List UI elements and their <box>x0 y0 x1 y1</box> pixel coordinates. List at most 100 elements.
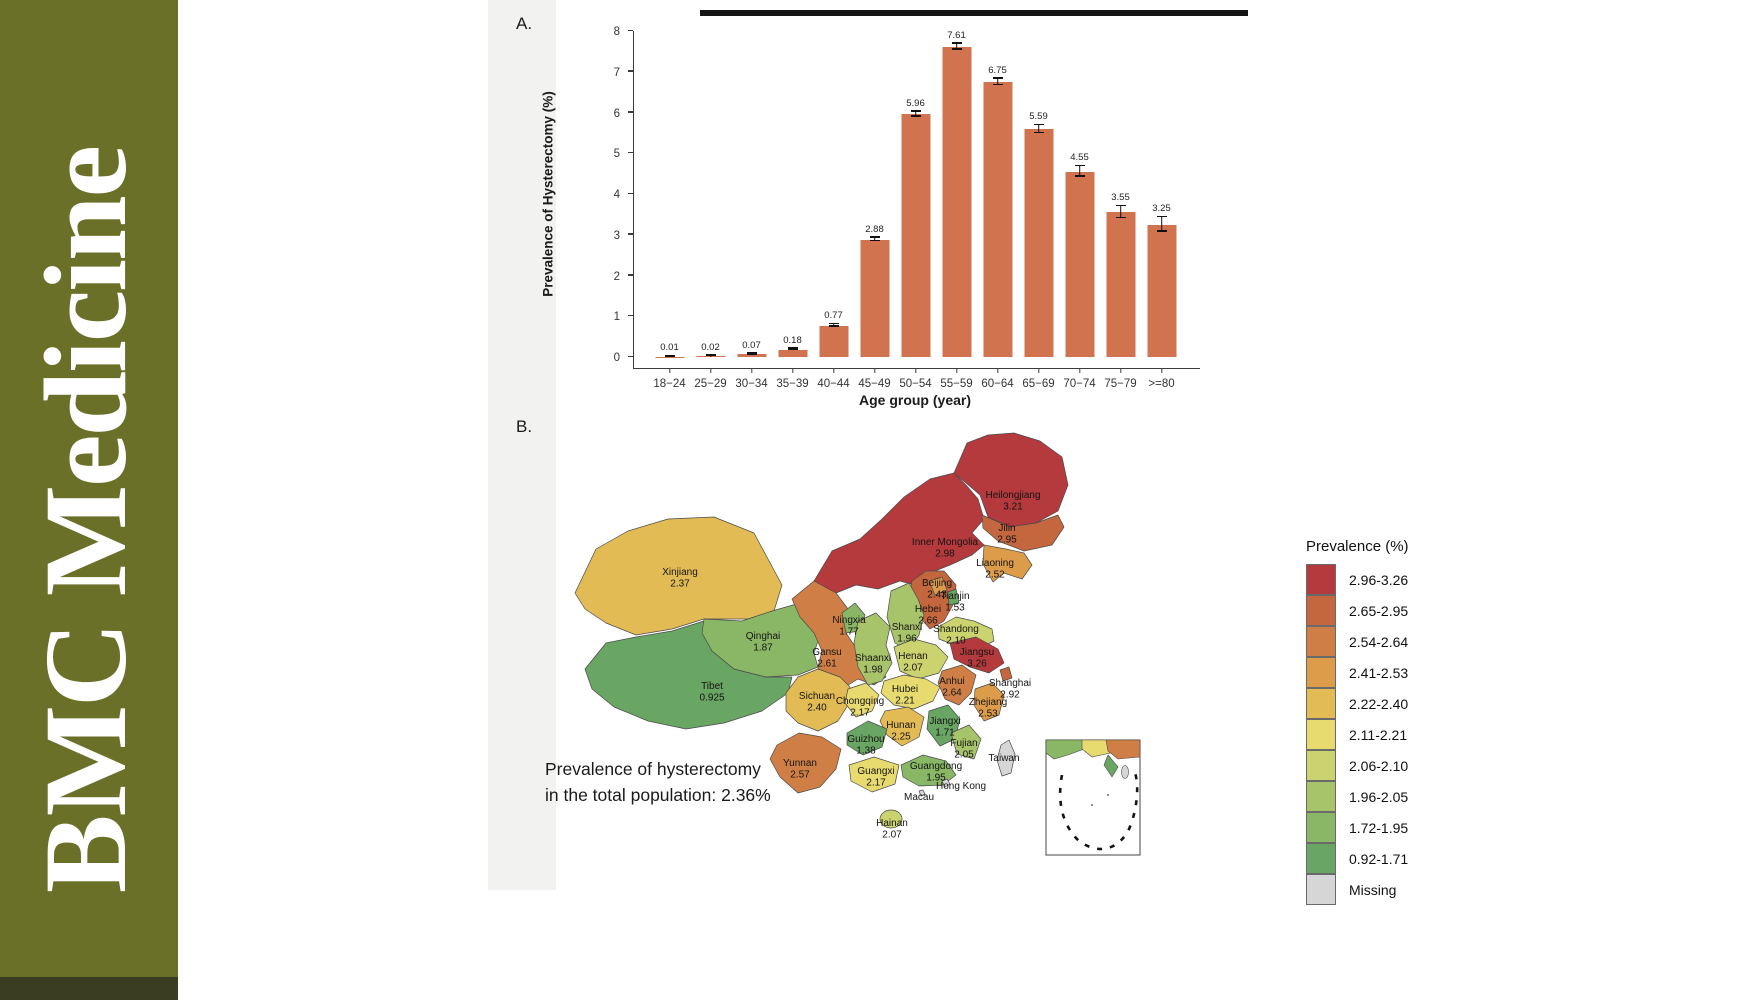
error-bar <box>1119 206 1122 219</box>
error-cap <box>746 352 757 354</box>
province-value-label: 1.95 <box>926 773 946 784</box>
legend-bin-label: 2.96-3.26 <box>1349 571 1409 588</box>
x-tick-label: 70−74 <box>1063 378 1096 390</box>
bar-value-label: 7.61 <box>947 30 966 42</box>
province-fujian <box>950 724 982 760</box>
province-value-label: 2.64 <box>942 688 962 699</box>
y-tick-label: 5 <box>613 148 620 161</box>
x-tick-mark <box>832 368 835 373</box>
province-value-label: 2.92 <box>1000 690 1020 701</box>
note-line-1: Prevalence of hysterectomy <box>545 759 761 779</box>
y-axis: 0 1 2 3 4 5 6 7 8 <box>582 26 633 364</box>
bar <box>1065 171 1094 357</box>
bar-value-label: 0.18 <box>783 334 802 346</box>
error-cap <box>1074 164 1085 167</box>
region-taiwan <box>996 739 1016 777</box>
province-name-label: Hubei <box>892 684 918 695</box>
province-anhui <box>937 664 977 706</box>
legend-bin-label: 0.92-1.71 <box>1349 850 1409 867</box>
province-shanghai <box>999 666 1013 682</box>
bar-value-label: 6.75 <box>988 64 1007 76</box>
bar <box>1106 212 1135 357</box>
x-tick-mark <box>873 368 876 373</box>
x-tick-label: 65−69 <box>1022 378 1055 390</box>
bar-slot: 0.77 40−44 <box>813 31 854 390</box>
bar-slot: 0.02 25−29 <box>690 31 731 390</box>
x-tick-mark <box>1160 368 1163 373</box>
error-cap <box>664 355 675 357</box>
province-value-label: 1.98 <box>863 665 883 676</box>
x-tick-label: >=80 <box>1148 378 1175 390</box>
y-tick-label: 0 <box>613 352 620 364</box>
bar-slot: 2.88 45−49 <box>854 31 895 390</box>
panel-a-label: A. <box>516 14 533 33</box>
legend-swatch <box>1306 842 1336 874</box>
journal-banner: BMC Medicine <box>0 0 178 1000</box>
province-name-label: Taiwan <box>988 753 1019 764</box>
y-tick-mark <box>628 70 633 72</box>
province-value-label: 2.95 <box>997 535 1017 546</box>
bar-chart: 0.01 18−24 0.02 25−29 0.07 30−34 0.18 35−39 0.77… <box>633 30 1197 390</box>
map-legend: Prevalence (%) 2.96-3.26 2.65-2.95 2.54-2.… <box>1306 538 1466 905</box>
province-name-label: Ningxia <box>832 615 866 626</box>
y-tick-mark <box>628 355 633 357</box>
legend-bin-label: Missing <box>1349 881 1397 898</box>
bar-value-label: 5.59 <box>1029 111 1048 123</box>
bar-slot: 0.07 30−34 <box>731 31 772 390</box>
x-tick-mark <box>996 368 999 373</box>
y-tick-label: 4 <box>613 189 620 201</box>
province-name-label: Henan <box>898 651 927 662</box>
bar-slot: 7.61 55−59 <box>936 30 977 390</box>
province-guangxi <box>848 756 900 793</box>
x-tick-label: 60−64 <box>981 378 1014 390</box>
legend-swatch <box>1306 811 1336 843</box>
province-jiangsu <box>949 636 1005 674</box>
y-tick-mark <box>628 111 633 113</box>
province-name-label: Yunnan <box>783 758 817 769</box>
province-value-label: 2.10 <box>946 636 966 647</box>
province-value-label: 1.71 <box>935 728 955 739</box>
province-name-label: Tibet <box>701 681 723 692</box>
province-name-label: Qinghai <box>746 631 780 642</box>
province-value-label: 2.07 <box>903 663 923 674</box>
x-tick-label: 30−34 <box>735 378 768 390</box>
province-value-label: 2.07 <box>882 830 902 841</box>
error-bar <box>1078 166 1081 177</box>
bar <box>1147 224 1176 357</box>
legend-swatch <box>1306 718 1336 750</box>
inset-island-dot <box>1091 804 1093 806</box>
province-value-label: 2.98 <box>935 549 955 560</box>
province-value-label: 2.66 <box>918 616 938 627</box>
legend-swatch <box>1306 780 1336 812</box>
province-name-label: Guangxi <box>857 766 894 777</box>
x-tick-mark <box>750 368 753 373</box>
legend-row: 2.41-2.53 <box>1306 656 1466 688</box>
bar <box>901 114 930 357</box>
province-value-label: 2.61 <box>817 659 837 670</box>
province-value-label: 1.38 <box>856 746 876 757</box>
inset-nine-dash-line <box>1058 772 1139 851</box>
bar <box>983 81 1012 357</box>
province-value-label: 1.96 <box>897 634 917 645</box>
legend-bin-label: 2.65-2.95 <box>1349 602 1409 619</box>
cropped-header-bar <box>700 10 1248 16</box>
legend-swatch <box>1306 873 1336 905</box>
error-cap <box>910 110 921 112</box>
x-tick-label: 25−29 <box>694 378 727 390</box>
error-bar <box>914 111 917 117</box>
province-value-label: 2.43 <box>927 590 947 601</box>
legend-bin-label: 2.11-2.21 <box>1349 726 1408 743</box>
x-tick-label: 45−49 <box>858 378 891 390</box>
province-name-label: Guizhou <box>847 734 884 745</box>
province-name-label: Shaanxi <box>855 653 891 664</box>
bar <box>942 46 971 357</box>
province-tibet <box>584 620 793 730</box>
error-cap <box>992 77 1003 79</box>
province-name-label: Liaoning <box>976 558 1014 569</box>
bar <box>860 239 889 357</box>
bar-value-label: 0.01 <box>660 342 679 354</box>
y-tick-label: 8 <box>613 26 620 38</box>
province-value-label: 2.21 <box>895 696 915 707</box>
error-cap <box>951 42 962 45</box>
